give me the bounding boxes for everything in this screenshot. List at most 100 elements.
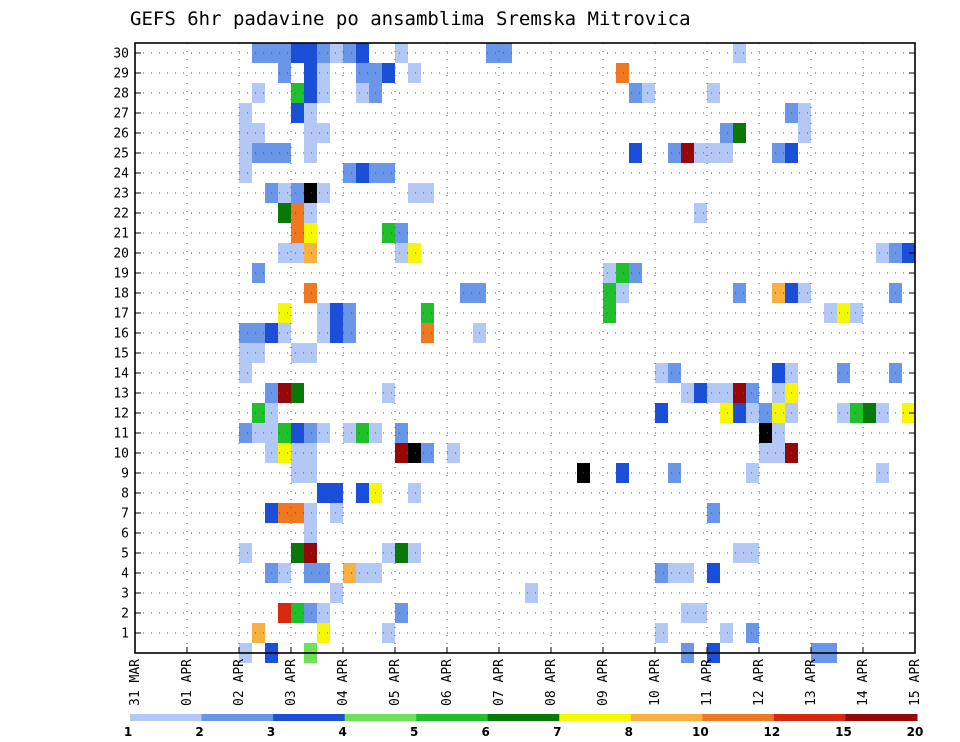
heatmap-cell bbox=[837, 403, 850, 423]
y-tick-label: 3 bbox=[121, 587, 129, 602]
heatmap-cell bbox=[252, 343, 265, 363]
y-tick-label: 26 bbox=[113, 127, 129, 142]
heatmap-cell bbox=[837, 303, 850, 323]
heatmap-cell bbox=[239, 323, 252, 343]
heatmap-cell bbox=[239, 543, 252, 563]
heatmap-cell bbox=[291, 243, 304, 263]
x-tick-label: 10 APR bbox=[648, 659, 663, 706]
heatmap-cell bbox=[317, 183, 330, 203]
y-tick-label: 27 bbox=[113, 107, 129, 122]
heatmap-cell bbox=[317, 63, 330, 83]
heatmap-cell bbox=[252, 123, 265, 143]
heatmap-cell bbox=[876, 403, 889, 423]
y-tick-label: 15 bbox=[113, 347, 129, 362]
heatmap-cell bbox=[278, 243, 291, 263]
heatmap-cell bbox=[304, 543, 317, 563]
heatmap-cell bbox=[720, 623, 733, 643]
heatmap-cell bbox=[291, 43, 304, 63]
y-tick-label: 25 bbox=[113, 147, 129, 162]
colorbar-label: 15 bbox=[835, 725, 852, 739]
y-tick-label: 13 bbox=[113, 387, 129, 402]
heatmap-cell bbox=[291, 183, 304, 203]
heatmap-cell bbox=[655, 563, 668, 583]
heatmap-cell bbox=[239, 143, 252, 163]
heatmap-cell bbox=[746, 623, 759, 643]
heatmap-cell bbox=[278, 563, 291, 583]
heatmap-cell bbox=[356, 563, 369, 583]
x-tick-label: 15 APR bbox=[908, 659, 923, 706]
heatmap-cell bbox=[902, 403, 915, 423]
heatmap-cell bbox=[772, 283, 785, 303]
heatmap-cell bbox=[317, 123, 330, 143]
heatmap-cell bbox=[304, 563, 317, 583]
y-tick-label: 8 bbox=[121, 487, 129, 502]
heatmap-cell bbox=[330, 43, 343, 63]
heatmap-cell bbox=[798, 123, 811, 143]
heatmap-cell bbox=[252, 263, 265, 283]
heatmap-cell bbox=[629, 83, 642, 103]
heatmap-cell bbox=[733, 383, 746, 403]
heatmap-cell bbox=[356, 483, 369, 503]
heatmap-cell bbox=[421, 183, 434, 203]
heatmap-cell bbox=[616, 63, 629, 83]
heatmap-cell bbox=[252, 323, 265, 343]
heatmap-cell bbox=[317, 323, 330, 343]
heatmap-cell bbox=[720, 403, 733, 423]
heatmap-cell bbox=[694, 603, 707, 623]
x-tick-label: 01 APR bbox=[180, 659, 195, 706]
heatmap-cell bbox=[239, 103, 252, 123]
heatmap-cell bbox=[798, 103, 811, 123]
colorbar-label: 2 bbox=[195, 725, 203, 739]
heatmap-cell bbox=[629, 263, 642, 283]
heatmap-cell bbox=[668, 563, 681, 583]
heatmap-cell bbox=[278, 503, 291, 523]
heatmap-cell bbox=[720, 383, 733, 403]
heatmap-cell bbox=[239, 363, 252, 383]
heatmap-cell bbox=[356, 83, 369, 103]
heatmap-cell bbox=[746, 463, 759, 483]
heatmap-cell bbox=[291, 423, 304, 443]
heatmap-cell bbox=[304, 103, 317, 123]
heatmap-cell bbox=[629, 143, 642, 163]
heatmap-cell bbox=[278, 443, 291, 463]
heatmap-cell bbox=[772, 423, 785, 443]
heatmap-cell bbox=[278, 183, 291, 203]
heatmap-cell bbox=[798, 283, 811, 303]
heatmap-cell bbox=[291, 103, 304, 123]
heatmap-cell bbox=[278, 423, 291, 443]
heatmap-cell bbox=[655, 403, 668, 423]
heatmap-cell bbox=[382, 163, 395, 183]
heatmap-cell bbox=[772, 443, 785, 463]
heatmap-cell bbox=[876, 243, 889, 263]
heatmap-cell bbox=[694, 383, 707, 403]
x-tick-label: 07 APR bbox=[492, 659, 507, 706]
heatmap-cell bbox=[330, 303, 343, 323]
heatmap-cell bbox=[382, 223, 395, 243]
y-tick-label: 12 bbox=[113, 407, 129, 422]
heatmap-cell bbox=[291, 603, 304, 623]
heatmap-cell bbox=[317, 563, 330, 583]
heatmap-cell bbox=[304, 123, 317, 143]
heatmap-cell bbox=[499, 43, 512, 63]
heatmap-cell bbox=[408, 483, 421, 503]
heatmap-cell bbox=[291, 463, 304, 483]
heatmap-cell bbox=[421, 303, 434, 323]
heatmap-cell bbox=[655, 623, 668, 643]
heatmap-cell bbox=[291, 543, 304, 563]
heatmap-cell bbox=[642, 83, 655, 103]
heatmap-cell bbox=[408, 63, 421, 83]
heatmap-cell bbox=[304, 603, 317, 623]
heatmap-cell bbox=[421, 443, 434, 463]
heatmap-cell bbox=[317, 43, 330, 63]
grid-layer bbox=[135, 43, 915, 653]
heatmap-cell bbox=[304, 503, 317, 523]
heatmap-cell bbox=[382, 383, 395, 403]
colorbar-label: 8 bbox=[625, 725, 633, 739]
heatmap-cell bbox=[291, 223, 304, 243]
heatmap-cell bbox=[902, 243, 915, 263]
heatmap-cell bbox=[278, 603, 291, 623]
heatmap-cell bbox=[317, 303, 330, 323]
heatmap-cell bbox=[291, 203, 304, 223]
heatmap-cell bbox=[330, 503, 343, 523]
heatmap-cell bbox=[720, 143, 733, 163]
